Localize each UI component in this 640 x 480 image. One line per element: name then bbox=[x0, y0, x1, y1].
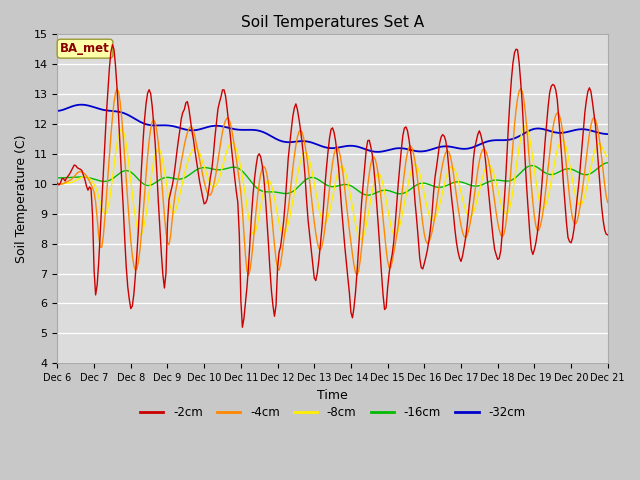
-2cm bbox=[109, 42, 116, 48]
-8cm bbox=[156, 147, 164, 153]
Legend: -2cm, -4cm, -8cm, -16cm, -32cm: -2cm, -4cm, -8cm, -16cm, -32cm bbox=[135, 401, 530, 423]
-16cm bbox=[156, 177, 164, 183]
-32cm bbox=[604, 131, 612, 137]
X-axis label: Time: Time bbox=[317, 389, 348, 402]
-4cm bbox=[540, 205, 547, 211]
-4cm bbox=[516, 86, 524, 92]
-16cm bbox=[604, 160, 612, 166]
-4cm bbox=[604, 200, 612, 205]
-2cm bbox=[157, 251, 165, 257]
-8cm bbox=[69, 179, 77, 185]
Line: -8cm: -8cm bbox=[58, 126, 608, 240]
Line: -32cm: -32cm bbox=[58, 105, 608, 152]
Line: -4cm: -4cm bbox=[58, 89, 608, 275]
-16cm bbox=[54, 175, 61, 181]
-16cm bbox=[387, 188, 394, 194]
-8cm bbox=[358, 237, 365, 242]
-16cm bbox=[69, 174, 77, 180]
Line: -2cm: -2cm bbox=[58, 45, 608, 327]
-2cm bbox=[370, 166, 378, 171]
-32cm bbox=[69, 103, 77, 109]
-32cm bbox=[388, 146, 396, 152]
-16cm bbox=[364, 192, 372, 198]
-8cm bbox=[540, 206, 547, 212]
Title: Soil Temperatures Set A: Soil Temperatures Set A bbox=[241, 15, 424, 30]
-8cm bbox=[369, 188, 376, 193]
-4cm bbox=[54, 181, 61, 187]
-32cm bbox=[54, 108, 61, 114]
-32cm bbox=[157, 122, 165, 128]
-8cm bbox=[54, 181, 61, 187]
-2cm bbox=[239, 324, 246, 330]
-8cm bbox=[522, 123, 529, 129]
-4cm bbox=[369, 155, 376, 161]
-4cm bbox=[399, 182, 407, 188]
-32cm bbox=[540, 126, 547, 132]
Line: -16cm: -16cm bbox=[58, 163, 608, 195]
-32cm bbox=[373, 149, 381, 155]
-8cm bbox=[399, 208, 407, 214]
-2cm bbox=[401, 125, 408, 131]
-4cm bbox=[387, 264, 394, 270]
-2cm bbox=[388, 252, 396, 257]
-32cm bbox=[401, 146, 408, 152]
-4cm bbox=[244, 272, 252, 278]
-16cm bbox=[538, 168, 546, 174]
-4cm bbox=[69, 175, 77, 181]
Y-axis label: Soil Temperature (C): Soil Temperature (C) bbox=[15, 134, 28, 263]
-8cm bbox=[604, 155, 612, 160]
-2cm bbox=[540, 159, 547, 165]
Text: BA_met: BA_met bbox=[60, 42, 110, 55]
-32cm bbox=[78, 102, 86, 108]
-16cm bbox=[399, 191, 407, 196]
-16cm bbox=[369, 192, 376, 197]
-4cm bbox=[156, 156, 164, 161]
-2cm bbox=[54, 180, 61, 186]
-2cm bbox=[69, 165, 77, 171]
-2cm bbox=[604, 232, 612, 238]
-32cm bbox=[369, 148, 376, 154]
-8cm bbox=[387, 222, 394, 228]
